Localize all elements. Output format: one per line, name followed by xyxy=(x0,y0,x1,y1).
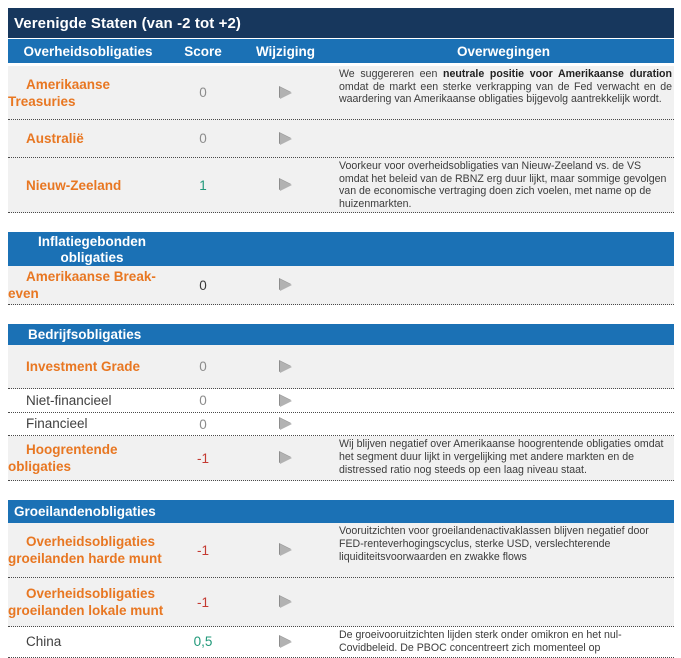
table-row-australia: Australië 0 xyxy=(8,120,674,158)
asset-label: Overheidsobligaties groeilanden harde mu… xyxy=(8,534,162,567)
spacer xyxy=(8,481,674,501)
change-cell xyxy=(238,394,333,407)
asset-label: Amerikaanse Treasuries xyxy=(8,76,111,109)
column-header-considerations: Overwegingen xyxy=(456,43,551,59)
considerations-text xyxy=(333,389,674,393)
section-header-inflation-bonds: Inflatiegebonden obligaties xyxy=(8,232,674,267)
score-value: 0 xyxy=(199,85,207,100)
unchanged-arrow-icon xyxy=(279,596,292,609)
change-cell xyxy=(238,544,333,557)
unchanged-arrow-icon xyxy=(279,279,292,292)
asset-label: Nieuw-Zeeland xyxy=(26,177,122,193)
unchanged-arrow-icon xyxy=(279,132,292,145)
change-cell xyxy=(238,132,333,145)
considerations-text: Vooruitzichten voor groeilandenactivakla… xyxy=(339,525,649,563)
spacer xyxy=(8,213,674,233)
bond-scorecard: Verenigde Staten (van -2 tot +2) Overhei… xyxy=(8,8,674,658)
table-row-china: China 0,5 De groeivooruitzichten lijden … xyxy=(8,627,674,658)
unchanged-arrow-icon xyxy=(279,86,292,99)
table-row-high-yield: Hoogrentende obligaties -1 Wij blijven n… xyxy=(8,436,674,482)
column-header-row: Overheidsobligaties Score Wijziging Over… xyxy=(8,39,674,63)
score-value: 0 xyxy=(199,416,207,432)
unchanged-arrow-icon xyxy=(279,418,292,431)
score-value: 0 xyxy=(199,393,207,409)
table-row-financial: Financieel 0 xyxy=(8,413,674,437)
considerations-text xyxy=(333,120,674,124)
considerations-segment: omdat de markt een sterke verkrapping va… xyxy=(339,80,672,106)
considerations-text: We suggereren een neutrale positie voor … xyxy=(333,66,674,108)
considerations-text: Wij blijven negatief over Amerikaanse ho… xyxy=(339,438,664,476)
table-row-us-breakeven: Amerikaanse Break-even 0 xyxy=(8,266,674,306)
considerations-text: De groeivooruitzichten lijden sterk onde… xyxy=(339,629,622,654)
section-title: Inflatiegebonden obligaties xyxy=(38,234,146,265)
unchanged-arrow-icon xyxy=(279,394,292,407)
unchanged-arrow-icon xyxy=(279,179,292,192)
unchanged-arrow-icon xyxy=(279,452,292,465)
asset-label: Investment Grade xyxy=(26,359,141,375)
score-value: 0 xyxy=(199,359,207,375)
score-value: 0 xyxy=(199,131,207,146)
change-cell xyxy=(238,418,333,431)
asset-label: China xyxy=(26,633,62,649)
change-cell xyxy=(238,452,333,465)
change-cell xyxy=(238,279,333,292)
section-title: Groeilandenobligaties xyxy=(14,504,156,520)
section-header-emerging-market-bonds: Groeilandenobligaties xyxy=(8,500,674,524)
score-value: 0 xyxy=(199,277,207,293)
unchanged-arrow-icon xyxy=(279,635,292,648)
considerations-text xyxy=(333,578,674,582)
column-header-asset: Overheidsobligaties xyxy=(23,43,153,59)
considerations-bold-segment: neutrale positie voor Amerikaanse durati… xyxy=(443,68,672,80)
asset-label: Hoogrentende obligaties xyxy=(8,442,118,475)
considerations-text: Voorkeur voor overheidsobligaties van Ni… xyxy=(339,160,667,210)
asset-label: Amerikaanse Break-even xyxy=(8,269,156,302)
change-cell xyxy=(238,360,333,373)
column-header-score: Score xyxy=(184,43,222,59)
unchanged-arrow-icon xyxy=(279,544,292,557)
asset-label: Financieel xyxy=(26,416,88,432)
asset-label: Australië xyxy=(26,131,84,146)
page-title: Verenigde Staten (van -2 tot +2) xyxy=(14,14,242,32)
spacer xyxy=(8,305,674,325)
change-cell xyxy=(238,635,333,648)
table-row-investment-grade: Investment Grade 0 xyxy=(8,345,674,390)
considerations-text xyxy=(333,413,674,417)
table-row-non-financial: Niet-financieel 0 xyxy=(8,389,674,414)
table-row-new-zealand: Nieuw-Zeeland 1 Voorkeur voor overheidso… xyxy=(8,158,674,214)
score-value: 1 xyxy=(199,177,207,193)
considerations-text xyxy=(333,345,674,349)
table-row-em-local-currency: Overheidsobligaties groeilanden lokale m… xyxy=(8,578,674,628)
section-title: Bedrijfsobligaties xyxy=(28,327,142,343)
considerations-segment: We suggereren een xyxy=(339,68,444,80)
table-row-us-treasuries: Amerikaanse Treasuries 0 We suggereren e… xyxy=(8,66,674,120)
change-cell xyxy=(238,179,333,192)
score-value: -1 xyxy=(196,594,209,610)
score-value: -1 xyxy=(196,450,209,466)
change-cell xyxy=(238,86,333,99)
section-header-corporate-bonds: Bedrijfsobligaties xyxy=(8,324,674,346)
unchanged-arrow-icon xyxy=(279,360,292,373)
table-row-em-hard-currency: Overheidsobligaties groeilanden harde mu… xyxy=(8,523,674,579)
title-bar: Verenigde Staten (van -2 tot +2) xyxy=(8,8,674,38)
score-value: 0,5 xyxy=(193,634,213,650)
asset-label: Niet-financieel xyxy=(26,392,112,408)
asset-label: Overheidsobligaties groeilanden lokale m… xyxy=(8,586,164,619)
score-value: -1 xyxy=(196,542,209,558)
change-cell xyxy=(238,596,333,609)
considerations-text xyxy=(333,266,674,270)
spacer xyxy=(8,63,674,66)
column-header-change: Wijziging xyxy=(255,43,316,59)
